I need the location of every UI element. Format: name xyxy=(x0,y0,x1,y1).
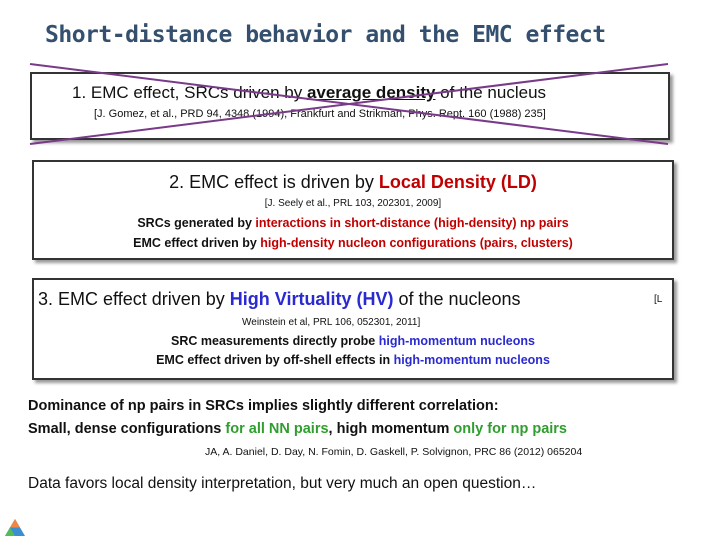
conclusion: Data favors local density interpretation… xyxy=(28,475,537,492)
emphasis: for all NN pairs xyxy=(225,421,329,437)
slide-title: Short-distance behavior and the EMC effe… xyxy=(45,22,606,48)
strike-line xyxy=(29,63,669,145)
line: SRC measurements directly probe high-mom… xyxy=(34,334,672,348)
citation: [L xyxy=(654,294,663,305)
box-2-heading: 2. EMC effect is driven by Local Density… xyxy=(34,172,672,193)
line: EMC effect driven by off-shell effects i… xyxy=(34,353,672,367)
box-3: 3. EMC effect driven by High Virtuality … xyxy=(32,278,674,380)
citation: JA, A. Daniel, D. Day, N. Fomin, D. Gask… xyxy=(205,446,583,458)
text: , high momentum xyxy=(328,421,454,437)
box-1-heading: 1. EMC effect, SRCs driven by average de… xyxy=(72,83,546,103)
citation: Weinstein et al, PRL 106, 052301, 2011] xyxy=(242,317,421,328)
line: EMC effect driven by high-density nucleo… xyxy=(34,236,672,250)
logo-shape xyxy=(10,519,20,528)
box-3-heading: 3. EMC effect driven by High Virtuality … xyxy=(38,289,521,310)
text: of the nucleons xyxy=(393,289,521,309)
text: Small, dense configurations xyxy=(28,421,226,437)
logo-shape xyxy=(5,527,15,536)
dominance-line: Small, dense configurations for all NN p… xyxy=(28,421,567,437)
text: of the nucleus xyxy=(435,83,547,102)
emphasis: high-density nucleon configurations (pai… xyxy=(260,236,573,250)
emphasis: Local Density (LD) xyxy=(378,172,537,192)
text: EMC effect driven by off-shell effects i… xyxy=(156,353,394,367)
emphasis: high-momentum nucleons xyxy=(393,353,550,367)
citation: [J. Gomez, et al., PRD 94, 4348 (1994), … xyxy=(94,108,546,120)
emphasis: interactions in short-distance (high-den… xyxy=(255,216,569,230)
dominance-line: Dominance of np pairs in SRCs implies sl… xyxy=(28,398,499,414)
box-1: 1. EMC effect, SRCs driven by average de… xyxy=(30,72,670,140)
text: 2. EMC effect is driven by xyxy=(169,172,379,192)
text: 3. EMC effect driven by xyxy=(38,289,230,309)
emphasis: only for np pairs xyxy=(453,421,567,437)
text: SRC measurements directly probe xyxy=(171,334,379,348)
citation: [J. Seely et al., PRL 103, 202301, 2009] xyxy=(264,198,442,209)
emphasis: high-momentum nucleons xyxy=(378,334,535,348)
text: 1. EMC effect, SRCs driven by xyxy=(72,83,307,102)
line: SRCs generated by interactions in short-… xyxy=(34,216,672,230)
box-2: 2. EMC effect is driven by Local Density… xyxy=(32,160,674,260)
text: EMC effect driven by xyxy=(133,236,261,250)
emphasis: High Virtuality (HV) xyxy=(229,289,394,309)
text: SRCs generated by xyxy=(137,216,256,230)
logo xyxy=(5,519,25,536)
